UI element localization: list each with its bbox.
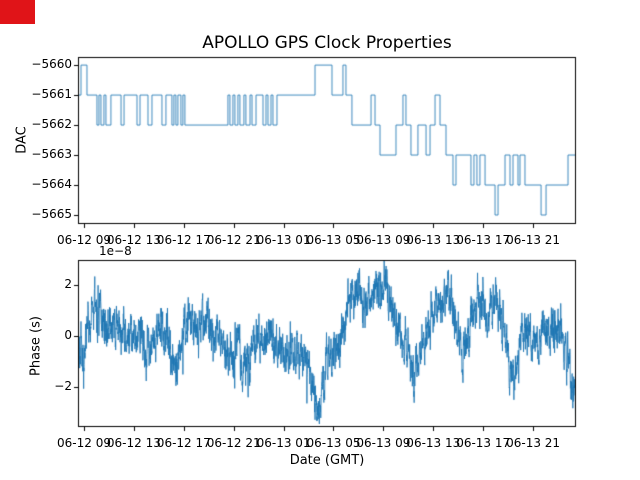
x-tick-label: 06-12 21	[206, 233, 261, 247]
x-tick-label: 06-12 13	[106, 436, 161, 450]
y-axis-label-phase: Phase (s)	[28, 316, 44, 376]
x-tick-label: 06-12 09	[57, 436, 111, 450]
x-tick-label: 06-12 13	[106, 233, 161, 247]
y-tick-label: −5662	[31, 117, 72, 132]
x-tick-label: 06-13 17	[456, 233, 511, 247]
y-tick-label: −5663	[31, 147, 72, 162]
y-tick-label: 2	[64, 276, 72, 291]
x-tick-label: 06-12 21	[206, 436, 261, 450]
red-annotation-box	[0, 0, 35, 24]
x-tick-label: 06-13 13	[406, 233, 461, 247]
y-tick-label: −5661	[31, 87, 72, 102]
x-tick-label: 06-13 21	[506, 436, 561, 450]
y-axis-offset-text: 1e−8	[99, 244, 132, 258]
x-axis-label: Date (GMT)	[289, 453, 365, 468]
x-tick-label: 06-13 17	[456, 436, 511, 450]
x-tick-label: 06-13 01	[256, 233, 311, 247]
x-tick-label: 06-12 17	[156, 436, 211, 450]
y-axis-label-dac: DAC	[14, 126, 30, 154]
x-tick-label: 06-13 05	[306, 436, 361, 450]
x-tick-label: 06-13 13	[406, 436, 461, 450]
x-tick-label: 06-12 09	[57, 233, 111, 247]
y-tick-label: −2	[54, 378, 72, 393]
figure-title: APOLLO GPS Clock Properties	[202, 33, 452, 53]
y-tick-label: 0	[64, 327, 72, 342]
x-tick-label: 06-13 01	[256, 436, 311, 450]
x-tick-label: 06-13 09	[356, 436, 411, 450]
y-tick-label: −5665	[31, 207, 72, 221]
y-tick-label: −5664	[31, 177, 72, 192]
x-tick-label: 06-13 05	[306, 233, 361, 247]
x-tick-label: 06-13 09	[356, 233, 411, 247]
x-tick-label: 06-13 21	[506, 233, 561, 247]
y-tick-label: −5660	[31, 57, 72, 72]
x-tick-label: 06-12 17	[156, 233, 211, 247]
